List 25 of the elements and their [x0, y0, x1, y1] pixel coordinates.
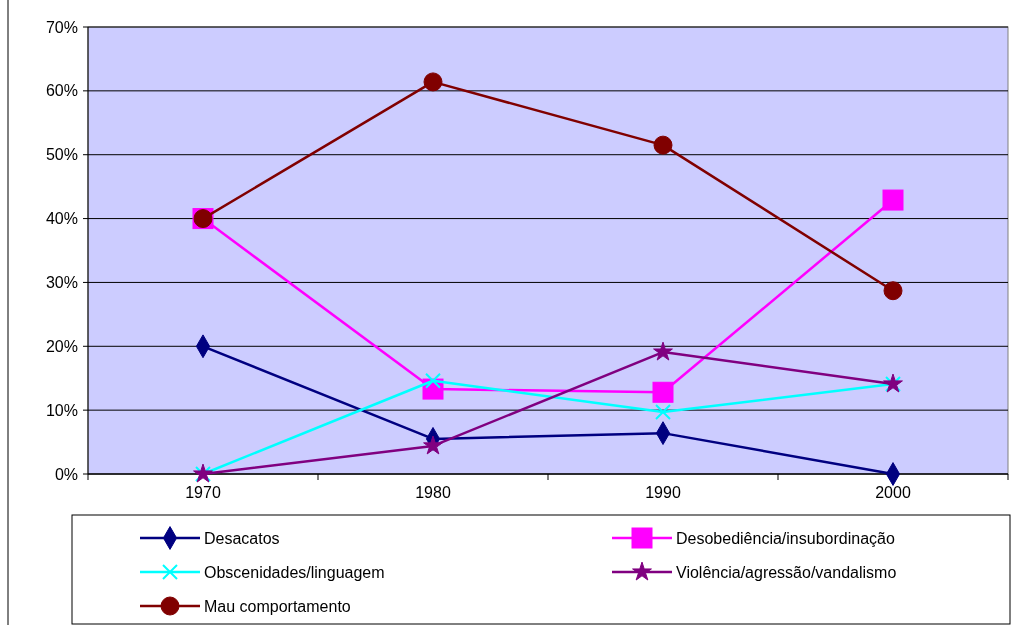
y-tick-label: 10%: [45, 401, 78, 419]
x-tick-label: 1970: [185, 484, 221, 501]
point: [423, 72, 443, 92]
point: [652, 381, 674, 403]
y-tick-label: 70%: [45, 18, 78, 36]
point: [882, 189, 904, 211]
x-tick-label: 1980: [415, 484, 451, 501]
point: [653, 135, 673, 155]
y-tick-label: 30%: [45, 274, 78, 292]
point: [653, 341, 673, 361]
y-tick-label: 40%: [45, 210, 78, 228]
x-tick-label: 1990: [645, 484, 681, 501]
point: [655, 404, 671, 421]
y-tick-label: 50%: [45, 146, 78, 164]
legend-label: Obscenidades/linguagem: [204, 563, 385, 581]
point: [423, 435, 443, 455]
legend-label: Mau comportamento: [204, 597, 351, 615]
legend-label: Violência/agressão/vandalismo: [676, 563, 897, 581]
legend-label: Desacatos: [204, 529, 280, 547]
point: [883, 281, 903, 301]
x-tick-label: 2000: [875, 484, 911, 501]
y-tick-label: 0%: [54, 465, 78, 483]
y-tick-label: 20%: [45, 337, 78, 355]
legend-label: Desobediência/insubordinação: [676, 529, 895, 547]
y-tick-label: 60%: [45, 82, 78, 100]
